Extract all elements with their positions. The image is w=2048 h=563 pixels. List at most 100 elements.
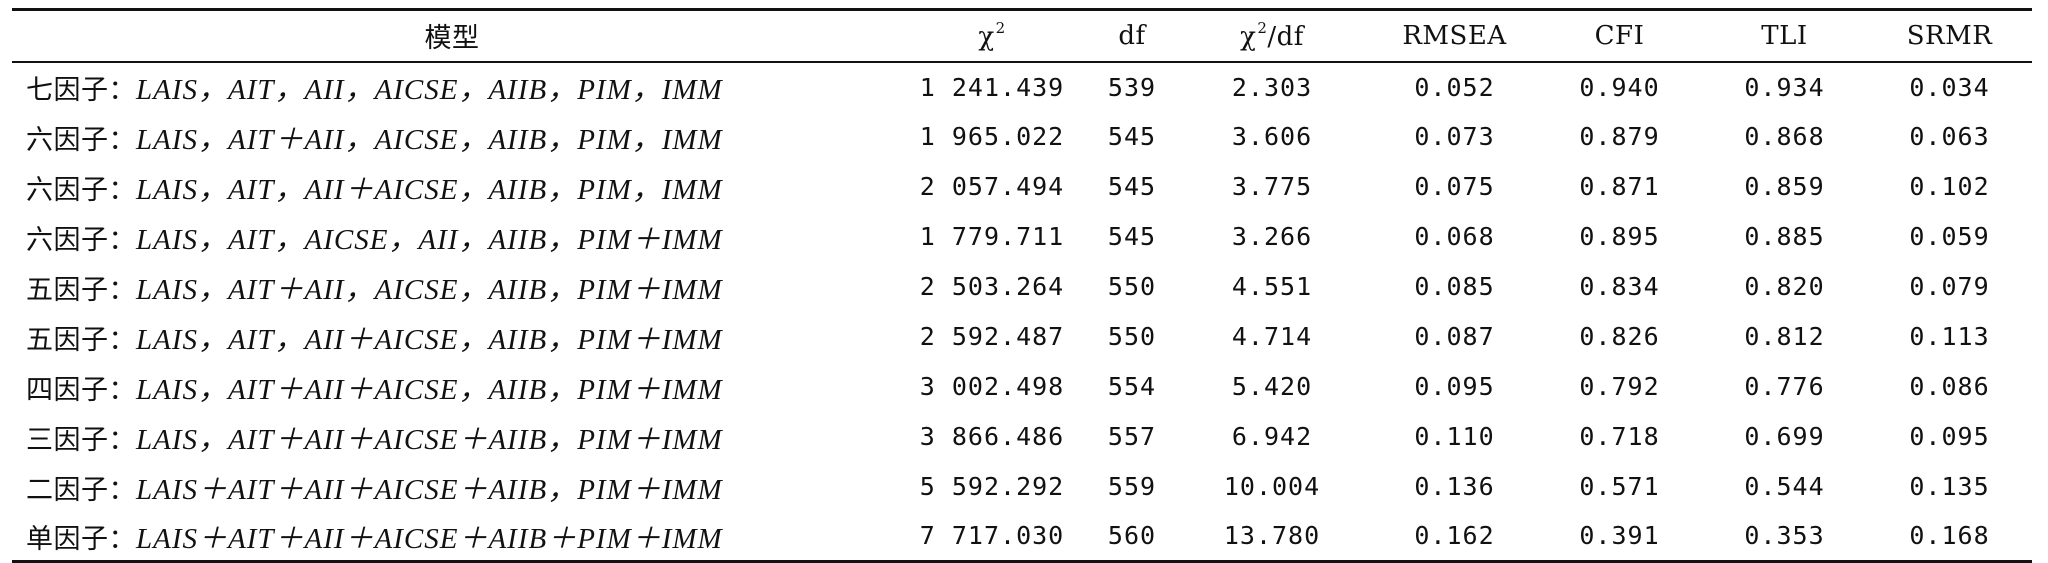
cell-df: 545 bbox=[1107, 172, 1157, 201]
cell-chi-square-over-df: 4.714 bbox=[1231, 322, 1313, 351]
table-row: 七因子：LAIS，AIT，AII，AICSE，AIIB，PIM，IMM 1 24… bbox=[12, 62, 2032, 112]
cell-rmsea: 0.162 bbox=[1372, 511, 1537, 563]
cell-model: 五因子：LAIS，AIT，AII＋AICSE，AIIB，PIM＋IMM bbox=[12, 312, 892, 362]
model-variables: LAIS，AIT，AII＋AICSE，AIIB，PIM＋IMM bbox=[136, 323, 723, 356]
cell-chi-square: 3 866.486 bbox=[919, 422, 1065, 451]
cell-rmsea: 0.073 bbox=[1414, 122, 1495, 151]
cell-chi-square: 1 241.439 bbox=[919, 72, 1065, 102]
table-row: 六因子：LAIS，AIT，AII＋AICSE，AIIB，PIM，IMM 2 05… bbox=[12, 162, 2032, 212]
cell-chi-square-over-df: 3.606 bbox=[1231, 122, 1313, 151]
header-df: df bbox=[1092, 8, 1172, 63]
cell-chi-square: 5 592.292 bbox=[919, 472, 1065, 501]
table-row: 二因子：LAIS＋AIT＋AII＋AICSE＋AIIB，PIM＋IMM 5 59… bbox=[12, 462, 2032, 512]
model-prefix: 七因子： bbox=[26, 75, 136, 106]
cell-tli: 0.820 bbox=[1744, 272, 1825, 301]
model-variables: LAIS＋AIT＋AII＋AICSE＋AIIB，PIM＋IMM bbox=[136, 473, 723, 506]
cell-srmr: 0.095 bbox=[1909, 422, 1990, 451]
cell-srmr: 0.086 bbox=[1909, 372, 1990, 401]
cell-model: 七因子：LAIS，AIT，AII，AICSE，AIIB，PIM，IMM bbox=[12, 62, 892, 112]
cell-model: 二因子：LAIS＋AIT＋AII＋AICSE＋AIIB，PIM＋IMM bbox=[12, 462, 892, 512]
cell-cfi: 0.792 bbox=[1579, 372, 1660, 401]
cell-chi-square-over-df: 13.780 bbox=[1172, 511, 1372, 563]
table-row: 五因子：LAIS，AIT，AII＋AICSE，AIIB，PIM＋IMM 2 59… bbox=[12, 312, 2032, 362]
cell-srmr: 0.059 bbox=[1909, 222, 1990, 251]
table-row: 单因子：LAIS＋AIT＋AII＋AICSE＋AIIB＋PIM＋IMM 7 71… bbox=[12, 511, 2032, 563]
header-rmsea: RMSEA bbox=[1372, 8, 1537, 63]
model-variables: LAIS，AIT＋AII＋AICSE，AIIB，PIM＋IMM bbox=[136, 373, 723, 406]
cell-srmr: 0.113 bbox=[1909, 322, 1990, 351]
cell-df: 545 bbox=[1107, 122, 1157, 151]
cell-chi-square: 3 002.498 bbox=[919, 372, 1065, 401]
cell-cfi: 0.871 bbox=[1579, 172, 1660, 201]
table-row: 六因子：LAIS，AIT，AICSE，AII，AIIB，PIM＋IMM 1 77… bbox=[12, 212, 2032, 262]
cell-model: 六因子：LAIS，AIT，AII＋AICSE，AIIB，PIM，IMM bbox=[12, 162, 892, 212]
cell-cfi: 0.879 bbox=[1579, 122, 1660, 151]
model-prefix: 五因子： bbox=[26, 274, 136, 306]
cell-model: 三因子：LAIS，AIT＋AII＋AICSE＋AIIB，PIM＋IMM bbox=[12, 412, 892, 462]
cell-srmr: 0.063 bbox=[1909, 122, 1990, 151]
cell-cfi: 0.718 bbox=[1579, 422, 1660, 451]
model-variables: LAIS＋AIT＋AII＋AICSE＋AIIB＋PIM＋IMM bbox=[136, 522, 723, 555]
cell-rmsea: 0.068 bbox=[1414, 222, 1495, 251]
cell-cfi: 0.571 bbox=[1579, 472, 1660, 501]
header-tli: TLI bbox=[1702, 8, 1867, 63]
table-body: 七因子：LAIS，AIT，AII，AICSE，AIIB，PIM，IMM 1 24… bbox=[12, 62, 2032, 563]
cell-chi-square: 1 779.711 bbox=[919, 222, 1065, 251]
cell-chi-square: 7 717.030 bbox=[892, 511, 1092, 563]
cell-df: 550 bbox=[1107, 322, 1157, 351]
cell-chi-square-over-df: 10.004 bbox=[1223, 472, 1321, 501]
cell-srmr: 0.168 bbox=[1867, 511, 2032, 563]
model-prefix: 六因子： bbox=[26, 174, 136, 206]
cell-df: 557 bbox=[1107, 422, 1157, 451]
header-chi-superscript: 2 bbox=[995, 19, 1006, 38]
cell-model: 四因子：LAIS，AIT＋AII＋AICSE，AIIB，PIM＋IMM bbox=[12, 362, 892, 412]
table-row: 三因子：LAIS，AIT＋AII＋AICSE＋AIIB，PIM＋IMM 3 86… bbox=[12, 412, 2032, 462]
cell-cfi: 0.940 bbox=[1579, 72, 1660, 102]
header-chi-df-superscript: 2 bbox=[1257, 19, 1268, 38]
cell-cfi: 0.895 bbox=[1579, 222, 1660, 251]
model-variables: LAIS，AIT＋AII＋AICSE＋AIIB，PIM＋IMM bbox=[136, 423, 723, 456]
cell-srmr: 0.034 bbox=[1909, 72, 1990, 102]
table-row: 五因子：LAIS，AIT＋AII，AICSE，AIIB，PIM＋IMM 2 50… bbox=[12, 262, 2032, 312]
cell-chi-square: 2 592.487 bbox=[919, 322, 1065, 351]
model-fit-table-container: 模型 χ2 df χ2/df RMSEA CFI TLI SRMR 七因子：LA… bbox=[12, 8, 2032, 563]
cell-tli: 0.544 bbox=[1744, 472, 1825, 501]
cell-chi-square: 1 965.022 bbox=[919, 122, 1065, 151]
cell-model: 单因子：LAIS＋AIT＋AII＋AICSE＋AIIB＋PIM＋IMM bbox=[12, 511, 892, 563]
model-prefix: 三因子： bbox=[26, 424, 136, 456]
cell-srmr: 0.102 bbox=[1909, 172, 1990, 201]
cell-chi-square-over-df: 2.303 bbox=[1231, 72, 1313, 102]
header-row: 模型 χ2 df χ2/df RMSEA CFI TLI SRMR bbox=[12, 8, 2032, 63]
table-row: 六因子：LAIS，AIT＋AII，AICSE，AIIB，PIM，IMM 1 96… bbox=[12, 112, 2032, 162]
cell-df: 560 bbox=[1092, 511, 1172, 563]
cell-rmsea: 0.110 bbox=[1414, 422, 1495, 451]
cell-srmr: 0.079 bbox=[1909, 272, 1990, 301]
cell-model: 六因子：LAIS，AIT＋AII，AICSE，AIIB，PIM，IMM bbox=[12, 112, 892, 162]
cell-tli: 0.812 bbox=[1744, 322, 1825, 351]
model-fit-table: 模型 χ2 df χ2/df RMSEA CFI TLI SRMR 七因子：LA… bbox=[12, 8, 2032, 563]
header-srmr: SRMR bbox=[1867, 8, 2032, 63]
cell-rmsea: 0.087 bbox=[1414, 322, 1495, 351]
cell-cfi: 0.391 bbox=[1537, 511, 1702, 563]
header-model: 模型 bbox=[12, 8, 892, 63]
header-chi-square-over-df: χ2/df bbox=[1172, 8, 1372, 63]
model-prefix: 四因子： bbox=[26, 374, 136, 406]
cell-chi-square-over-df: 4.551 bbox=[1231, 272, 1313, 301]
cell-df: 545 bbox=[1107, 222, 1157, 251]
cell-chi-square-over-df: 3.775 bbox=[1231, 172, 1313, 201]
header-chi-df-symbol: χ bbox=[1240, 22, 1257, 53]
model-variables: LAIS，AIT，AII，AICSE，AIIB，PIM，IMM bbox=[136, 74, 723, 106]
header-chi-symbol: χ bbox=[978, 22, 995, 53]
model-variables: LAIS，AIT，AICSE，AII，AIIB，PIM＋IMM bbox=[136, 223, 723, 256]
cell-tli: 0.776 bbox=[1744, 372, 1825, 401]
cell-df: 554 bbox=[1107, 372, 1157, 401]
cell-chi-square: 2 057.494 bbox=[919, 172, 1065, 201]
cell-tli: 0.699 bbox=[1744, 422, 1825, 451]
cell-chi-square-over-df: 6.942 bbox=[1231, 422, 1313, 451]
model-prefix: 六因子： bbox=[26, 224, 136, 256]
model-prefix: 二因子： bbox=[26, 474, 136, 506]
cell-rmsea: 0.095 bbox=[1414, 372, 1495, 401]
cell-chi-square-over-df: 3.266 bbox=[1231, 222, 1313, 251]
cell-tli: 0.859 bbox=[1744, 172, 1825, 201]
table-header: 模型 χ2 df χ2/df RMSEA CFI TLI SRMR bbox=[12, 8, 2032, 63]
